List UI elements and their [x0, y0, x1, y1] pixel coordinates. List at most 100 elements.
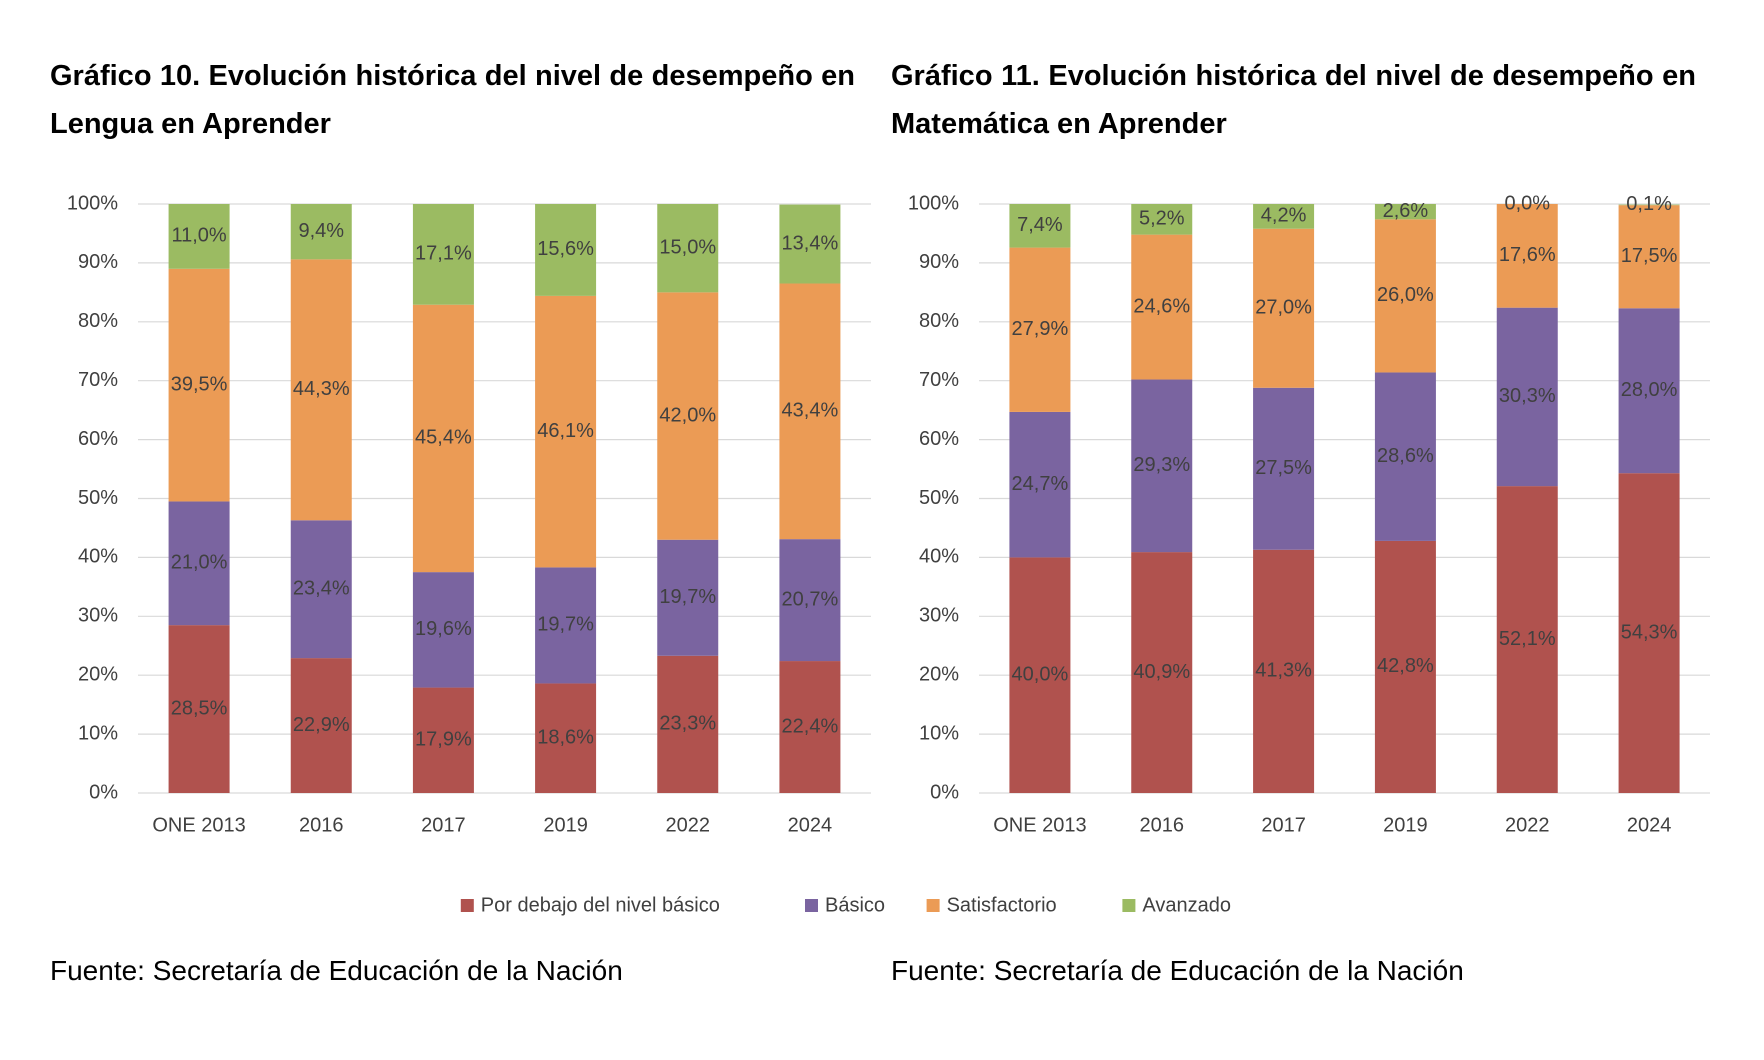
- chart-title: Gráfico 11. Evolución histórica del nive…: [891, 60, 1696, 140]
- data-label: 11,0%: [171, 225, 226, 247]
- bar-segment: [657, 292, 719, 540]
- data-label: 0,0%: [1504, 192, 1550, 214]
- bar-segment: [1253, 204, 1315, 229]
- y-tick-label: 10%: [78, 722, 118, 744]
- y-tick-label: 30%: [78, 605, 118, 627]
- bar-segment: [779, 661, 841, 793]
- data-label: 7,4%: [1017, 214, 1063, 236]
- bar-segment: [290, 204, 352, 260]
- bar-segment: [779, 283, 841, 540]
- data-label: 42,8%: [1377, 655, 1434, 677]
- x-tick-label: 2022: [1505, 814, 1550, 836]
- bar-segment: [1131, 234, 1193, 380]
- bar-segment: [535, 204, 597, 296]
- bar-segment: [1496, 307, 1558, 487]
- bar-segment: [535, 683, 597, 793]
- bar-segment: [1253, 387, 1315, 550]
- data-label: 19,7%: [537, 614, 594, 636]
- x-tick-label: ONE 2013: [993, 814, 1086, 836]
- x-tick-label: 2016: [299, 814, 344, 836]
- legend-label: Avanzado: [1142, 894, 1231, 916]
- bar-segment: [779, 204, 841, 284]
- bar-segment: [168, 268, 230, 502]
- data-label: 15,0%: [659, 236, 716, 258]
- x-tick-label: 2022: [666, 814, 711, 836]
- bar-segment: [1253, 549, 1315, 793]
- data-label: 4,2%: [1261, 205, 1307, 227]
- data-label: 28,6%: [1377, 445, 1434, 467]
- bar-segment: [1374, 219, 1436, 373]
- data-label: 17,1%: [415, 243, 472, 265]
- y-tick-label: 30%: [919, 605, 959, 627]
- legend-label: Básico: [825, 894, 885, 916]
- data-label: 27,5%: [1255, 457, 1312, 479]
- chart-title: Gráfico 10. Evolución histórica del nive…: [50, 60, 855, 140]
- legend-label: Satisfactorio: [947, 894, 1057, 916]
- data-label: 27,0%: [1255, 297, 1312, 319]
- y-tick-label: 80%: [78, 310, 118, 332]
- bar-segment: [412, 304, 474, 573]
- bar-segment: [168, 204, 230, 269]
- data-label: 20,7%: [782, 588, 839, 610]
- bar-segment: [1374, 372, 1436, 541]
- data-label: 23,3%: [659, 713, 716, 735]
- data-label: 41,3%: [1255, 660, 1312, 682]
- x-tick-label: ONE 2013: [152, 814, 245, 836]
- data-label: 26,0%: [1377, 284, 1434, 306]
- bar-segment: [290, 520, 352, 659]
- data-label: 17,9%: [415, 729, 472, 751]
- bar-segment: [290, 259, 352, 521]
- data-label: 27,9%: [1012, 318, 1069, 340]
- bar-segment: [1009, 247, 1071, 412]
- source: Fuente: Secretaría de Educación de la Na…: [891, 955, 1464, 986]
- data-label: 28,5%: [171, 697, 228, 719]
- data-label: 40,9%: [1133, 661, 1190, 683]
- data-label: 30,3%: [1499, 385, 1556, 407]
- bar-segment: [168, 501, 230, 626]
- data-label: 54,3%: [1621, 621, 1678, 643]
- x-tick-label: 2019: [1383, 814, 1428, 836]
- y-tick-label: 0%: [89, 781, 118, 803]
- y-tick-label: 60%: [78, 428, 118, 450]
- y-tick-label: 50%: [919, 487, 959, 509]
- bar-segment: [1131, 552, 1193, 793]
- x-tick-label: 2017: [421, 814, 466, 836]
- bar-segment: [779, 539, 841, 662]
- data-label: 23,4%: [293, 577, 350, 599]
- legend-swatch: [805, 899, 818, 912]
- legend-swatch: [460, 899, 474, 912]
- data-label: 18,6%: [537, 727, 594, 749]
- data-label: 19,6%: [415, 618, 472, 640]
- y-tick-label: 90%: [919, 251, 959, 273]
- y-tick-label: 20%: [78, 663, 118, 685]
- y-tick-label: 40%: [78, 546, 118, 568]
- y-tick-label: 60%: [919, 428, 959, 450]
- bar-segment: [412, 572, 474, 688]
- x-tick-label: 2016: [1140, 814, 1185, 836]
- data-label: 5,2%: [1139, 208, 1185, 230]
- bar-segment: [412, 687, 474, 793]
- data-label: 19,7%: [659, 586, 716, 608]
- x-tick-label: 2019: [543, 814, 588, 836]
- bar-segment: [1618, 204, 1680, 206]
- bar-segment: [1253, 228, 1315, 388]
- y-tick-label: 90%: [78, 251, 118, 273]
- y-tick-label: 70%: [919, 369, 959, 391]
- data-label: 22,9%: [293, 714, 350, 736]
- data-label: 44,3%: [293, 378, 350, 400]
- bar-segment: [1496, 204, 1558, 308]
- data-label: 17,6%: [1499, 244, 1556, 266]
- bar-segment: [1618, 308, 1680, 474]
- bar-segment: [290, 658, 352, 793]
- data-label: 24,7%: [1012, 473, 1069, 495]
- data-label: 17,5%: [1621, 245, 1678, 267]
- data-label: 21,0%: [171, 552, 228, 574]
- data-label: 28,0%: [1621, 379, 1678, 401]
- data-label: 0,1%: [1626, 193, 1672, 215]
- bar-segment: [1374, 204, 1436, 220]
- source: Fuente: Secretaría de Educación de la Na…: [50, 955, 623, 986]
- y-tick-label: 40%: [919, 546, 959, 568]
- bar-segment: [1374, 540, 1436, 793]
- data-label: 40,0%: [1012, 663, 1069, 685]
